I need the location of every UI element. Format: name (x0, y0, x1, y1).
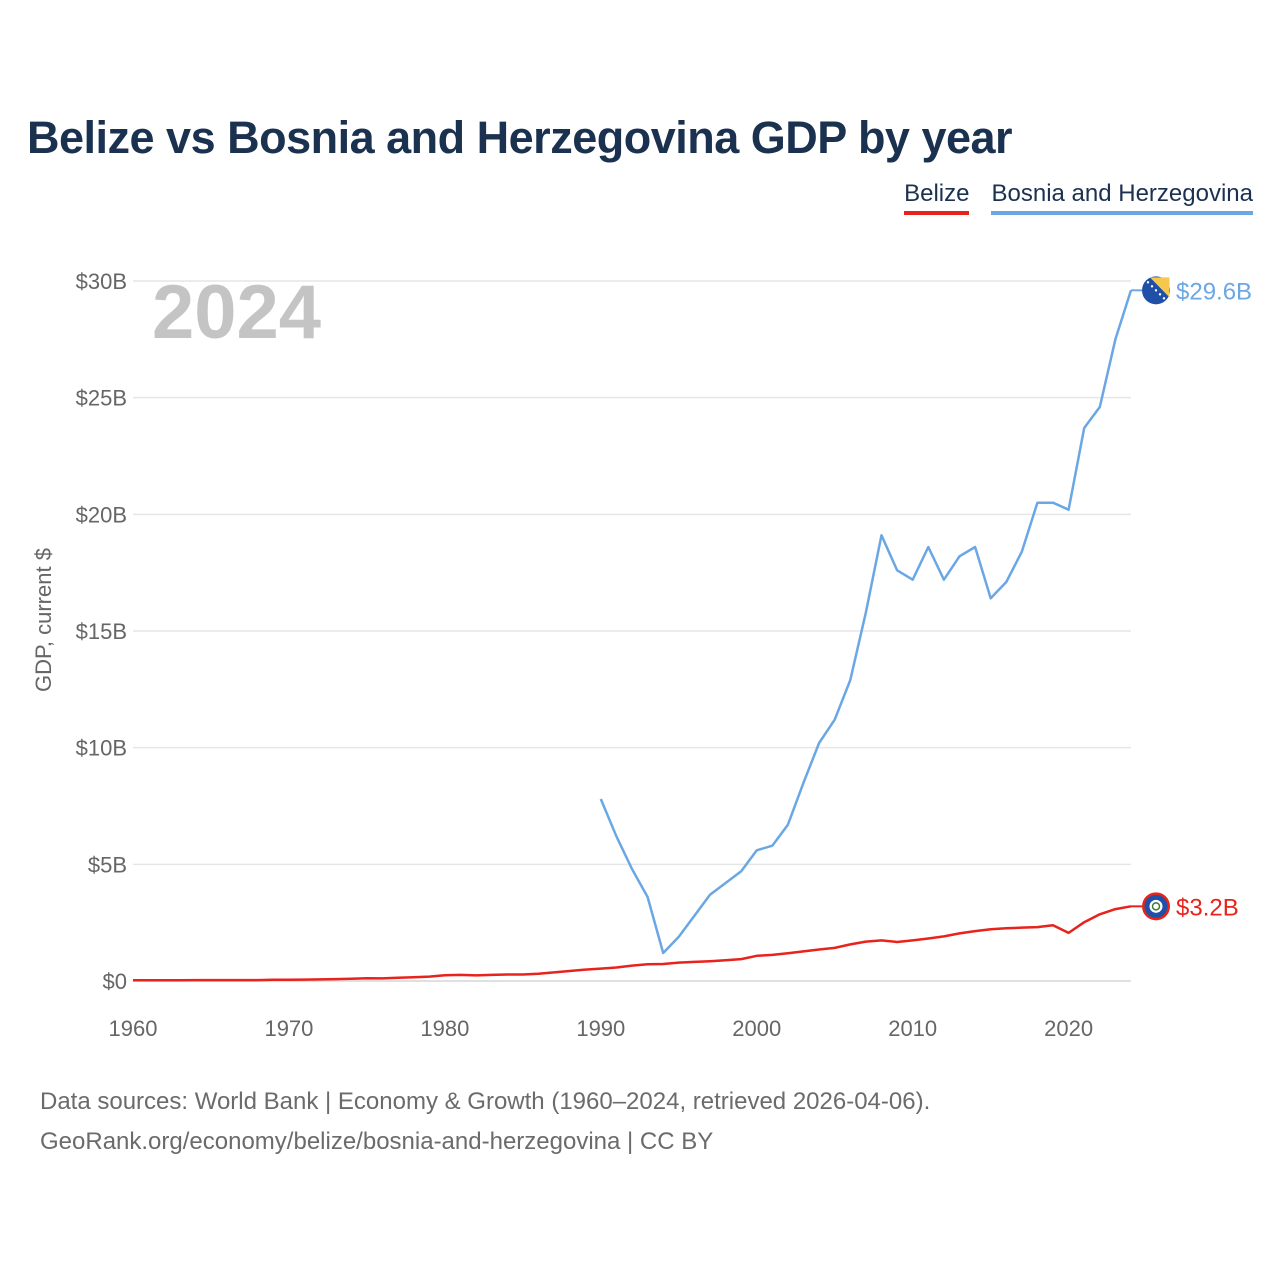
x-tick-label: 2000 (732, 1016, 781, 1041)
y-tick-label: $10B (76, 736, 127, 761)
y-tick-label: $30B (76, 269, 127, 294)
x-tick-label: 1970 (264, 1016, 313, 1041)
footer-link[interactable]: GeoRank.org/economy/belize/bosnia-and-he… (40, 1128, 714, 1155)
series-line-belize (133, 905, 1132, 982)
x-tick-label: 2010 (888, 1016, 937, 1041)
flag-triangle (1150, 277, 1170, 298)
series-line-bosnia (599, 289, 1133, 955)
flag-star (1146, 281, 1150, 284)
y-axis-label: GDP, current $ (31, 548, 56, 692)
bosnia-flag-icon (1142, 276, 1170, 305)
x-axis-ticks: 1960 1970 1980 1990 2000 2010 2020 (109, 1016, 1094, 1041)
legend: Belize Bosnia and Herzegovina (904, 180, 1253, 215)
y-tick-label: $0 (103, 969, 127, 994)
flag-emblem (1149, 899, 1163, 913)
gridlines (133, 280, 1131, 982)
end-label-bosnia: $29.6B (1176, 278, 1252, 305)
flag-star (1162, 297, 1166, 300)
chart-plot-area: 2024 $0$5B$10B$15B$20B$25B$30B 1960 1970 1… (31, 269, 1252, 1041)
legend-item-bosnia[interactable]: Bosnia and Herzegovina (991, 180, 1253, 215)
end-label-belize: $3.2B (1176, 894, 1239, 921)
x-tick-label: 1980 (420, 1016, 469, 1041)
series-lines (133, 289, 1133, 982)
legend-item-belize[interactable]: Belize (904, 180, 970, 215)
belize-flag-icon (1142, 892, 1170, 921)
flag-star (1158, 293, 1162, 296)
year-label: 2024 (152, 270, 321, 355)
y-axis-ticks: $0 $5B $10B $15B $20B $25B $30B (76, 269, 127, 994)
y-tick-label: $15B (76, 619, 127, 644)
y-tick-label: $25B (76, 386, 127, 411)
x-tick-label: 2020 (1044, 1016, 1093, 1041)
y-tick-label: $5B (88, 852, 127, 877)
end-markers: $3.2B $29.6B (1131, 276, 1252, 921)
chart-title: Belize vs Bosnia and Herzegovina GDP by … (27, 112, 1013, 163)
y-tick-label: $20B (76, 502, 127, 527)
x-tick-label: 1990 (576, 1016, 625, 1041)
flag-wreath (1151, 902, 1161, 911)
x-tick-label: 1960 (109, 1016, 158, 1041)
flag-star (1150, 285, 1154, 288)
footer-source: Data sources: World Bank | Economy & Gro… (40, 1088, 931, 1115)
flag-star (1154, 289, 1158, 292)
footer: Data sources: World Bank | Economy & Gro… (40, 1082, 930, 1162)
